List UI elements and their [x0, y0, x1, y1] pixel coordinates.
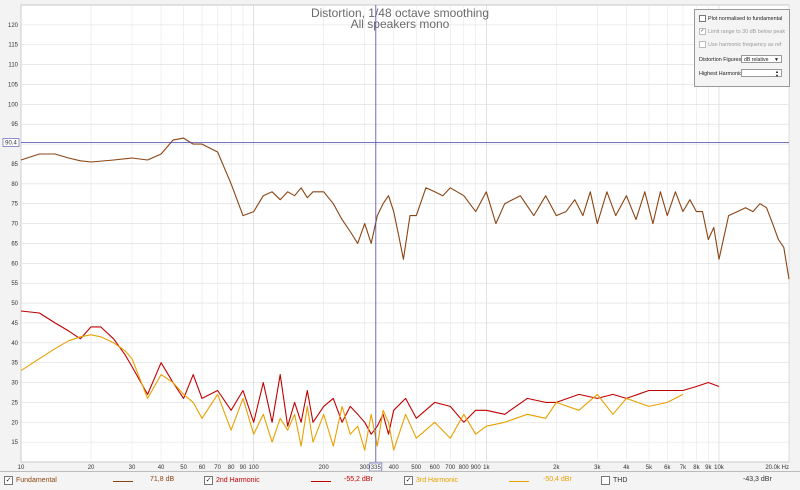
y-tick-label: 70 [11, 222, 18, 228]
legend-2nd-harmonic[interactable]: ✓ 2nd Harmonic [204, 476, 260, 485]
h2-swatch [311, 481, 331, 482]
distortion-chart: 1520253035404550556065707580859095100105… [2, 4, 790, 471]
y-tick-label: 25 [11, 400, 18, 406]
limit-range-checkbox[interactable]: ✓ [699, 28, 706, 35]
series-line-3 [20, 334, 684, 451]
plot-normalised-checkbox[interactable] [699, 15, 706, 22]
fundamental-swatch [113, 481, 133, 482]
x-tick-label: 6k [664, 465, 671, 471]
y-tick-label: 120 [8, 23, 19, 29]
y-tick-label: 55 [11, 281, 18, 287]
chart-subtitle: All speakers mono [351, 17, 450, 31]
h3-label: 3rd Harmonic [416, 477, 459, 484]
y-tick-label: 100 [8, 102, 19, 108]
stepper-arrows-icon: ▲ ▼ [775, 69, 779, 78]
x-tick-label: 3k [594, 465, 601, 471]
x-tick-label: 5k [646, 465, 653, 471]
x-tick-label: 400 [389, 465, 400, 471]
y-tick-label: 40 [11, 341, 18, 347]
use-harmonic-freq-option[interactable]: Use harmonic frequency as ref [699, 41, 781, 48]
chevron-down-icon: ▼ [774, 57, 779, 63]
y-tick-label: 30 [11, 381, 18, 387]
options-panel: Plot normalised to fundamental ✓ Limit r… [694, 9, 790, 87]
x-tick-label: 40 [158, 465, 165, 471]
cursor-x-label: 335 [371, 465, 382, 471]
limit-range-label: Limit range to 30 dB below peak [708, 28, 786, 35]
x-tick-label: 800 [459, 465, 470, 471]
y-tick-label: 95 [11, 122, 18, 128]
y-tick-label: 75 [11, 202, 18, 208]
x-tick-label: 8k [693, 465, 700, 471]
highest-harmonic-label: Highest Harmonic: [699, 71, 744, 77]
cursor-x-badge [369, 462, 383, 471]
h3-value: -50,4 dBr [543, 476, 572, 483]
x-tick-label: 500 [411, 465, 422, 471]
legend-fundamental[interactable]: ✓ Fundamental [4, 476, 57, 485]
y-tick-label: 80 [11, 182, 18, 188]
x-tick-label: 100 [249, 465, 260, 471]
series-line-2 [20, 310, 720, 435]
x-tick-label: 200 [319, 465, 330, 471]
legend-bar: ✓ Fundamental 71,8 dB ✓ 2nd Harmonic -55… [0, 471, 800, 490]
series-line-1 [20, 137, 790, 280]
fundamental-checkbox[interactable]: ✓ [4, 476, 13, 485]
x-tick-label: 10k [714, 465, 725, 471]
y-tick-label: 65 [11, 241, 18, 247]
y-tick-label: 110 [8, 63, 18, 69]
x-tick-label: 900 [471, 465, 482, 471]
x-tick-label: 30 [129, 465, 136, 471]
y-tick-label: 35 [11, 361, 18, 367]
x-tick-label: 1k [483, 465, 490, 471]
thd-checkbox[interactable] [601, 476, 610, 485]
x-tick-label: 4k [623, 465, 630, 471]
x-tick-label: 90 [240, 465, 247, 471]
h3-swatch [509, 481, 529, 482]
distortion-figures-value: dB relative [744, 57, 769, 63]
distortion-figures-label: Distortion Figures: [699, 57, 743, 63]
x-tick-label: 70 [214, 465, 221, 471]
x-tick-label: 700 [445, 465, 456, 471]
h2-label: 2nd Harmonic [216, 477, 260, 484]
y-tick-label: 85 [11, 162, 18, 168]
x-tick-label: 9k [705, 465, 712, 471]
y-tick-label: 105 [8, 82, 19, 88]
y-tick-label: 115 [8, 43, 18, 49]
thd-label: THD [613, 477, 628, 484]
use-harmonic-freq-checkbox[interactable] [699, 41, 706, 48]
chart-title: Distortion, 1/48 octave smoothing [311, 6, 489, 20]
legend-3rd-harmonic[interactable]: ✓ 3rd Harmonic [404, 476, 458, 485]
limit-range-option[interactable]: ✓ Limit range to 30 dB below peak [699, 28, 785, 35]
y-tick-label: 15 [11, 440, 18, 446]
x-tick-label: 50 [180, 465, 187, 471]
y-tick-label: 50 [11, 301, 18, 307]
x-tick-label: 20 [88, 465, 95, 471]
distortion-figures-select[interactable]: dB relative ▼ [741, 55, 782, 63]
h2-value: -55,2 dBr [344, 476, 373, 483]
plot-normalised-label: Plot normalised to fundamental [708, 15, 783, 22]
x-tick-label: 10 [18, 465, 25, 471]
y-tick-label: 60 [11, 261, 18, 267]
fundamental-label: Fundamental [16, 477, 57, 484]
plot-area[interactable] [20, 4, 790, 463]
y-tick-label: 20 [11, 420, 18, 426]
thd-value: -43,3 dBr [743, 476, 772, 483]
x-tick-label: 300 [360, 465, 371, 471]
x-tick-label: 80 [228, 465, 235, 471]
x-tick-label: 7k [680, 465, 687, 471]
plot-normalised-option[interactable]: Plot normalised to fundamental [699, 15, 782, 22]
highest-harmonic-stepper[interactable]: ▲ ▼ [741, 69, 782, 78]
x-tick-label: 60 [199, 465, 206, 471]
y-tick-label: 45 [11, 321, 18, 327]
x-tick-label: 2k [553, 465, 560, 471]
cursor-y-label: 90.4 [5, 140, 17, 146]
h2-checkbox[interactable]: ✓ [204, 476, 213, 485]
legend-thd[interactable]: THD [601, 476, 627, 485]
use-harmonic-freq-label: Use harmonic frequency as ref [708, 41, 782, 48]
fundamental-value: 71,8 dB [150, 476, 175, 483]
h3-checkbox[interactable]: ✓ [404, 476, 413, 485]
x-tick-label: 600 [430, 465, 441, 471]
x-tick-label: 20.0k Hz [765, 465, 789, 471]
cursor-y-badge [2, 138, 20, 147]
